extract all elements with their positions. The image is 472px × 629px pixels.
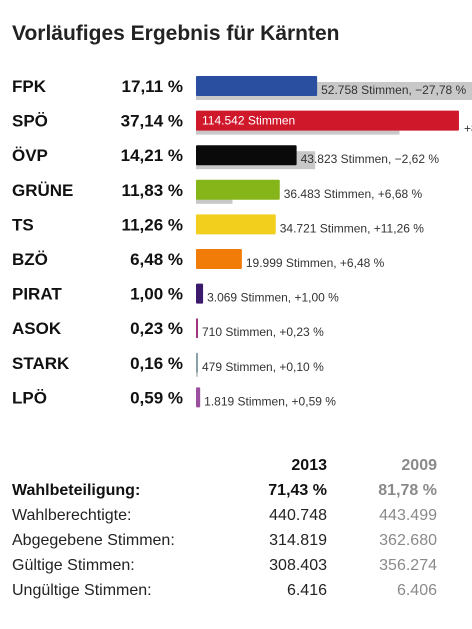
value-2013: 308.403 (269, 556, 327, 574)
stats-label: Wahlbeteiligung: (12, 481, 141, 499)
data-label: 710 Stimmen, +0,23 % (202, 325, 324, 339)
stats-label: Gültige Stimmen: (12, 556, 135, 574)
value-label: 11,26 % (122, 215, 183, 234)
category-label: TS (12, 215, 34, 234)
value-label: 6,48 % (130, 250, 183, 269)
bar-row: TS 11,26 % 34.721 Stimmen, +11,26 % (12, 214, 424, 235)
data-label: 43.823 Stimmen, −2,62 % (301, 152, 440, 166)
bar (196, 179, 280, 200)
bar-row: GRÜNE 11,83 % 36.483 Stimmen, +6,68 % (12, 179, 423, 204)
turnout-table: 2013 2009 Wahlbeteiligung: 71,43 % 81,78 %… (12, 453, 437, 603)
bar (196, 110, 459, 131)
value-2009: 356.274 (379, 556, 437, 574)
change-label: +8,40 % (464, 122, 472, 136)
bar-row: STARK 0,16 % 479 Stimmen, +0,10 % (12, 352, 324, 377)
data-label: 1.819 Stimmen, +0,59 % (204, 394, 336, 408)
value-2009: 81,78 % (378, 481, 437, 499)
bar-chart: FPK 17,11 % 52.758 Stimmen, −27,78 % SPÖ 37,… (12, 76, 472, 408)
category-label: SPÖ (12, 112, 48, 131)
category-label: LPÖ (12, 388, 47, 407)
bar (196, 318, 198, 339)
data-label: 34.721 Stimmen, +11,26 % (280, 221, 425, 235)
value-label: 17,11 % (122, 77, 183, 96)
bar-row: ASOK 0,23 % 710 Stimmen, +0,23 % (12, 318, 324, 339)
category-label: GRÜNE (12, 181, 73, 200)
category-label: PIRAT (12, 285, 62, 304)
stats-row: Gültige Stimmen: 308.403 356.274 (12, 553, 437, 578)
stats-label: Ungültige Stimmen: (12, 581, 152, 599)
value-2009: 6.406 (396, 581, 437, 599)
bar-row: LPÖ 0,59 % 1.819 Stimmen, +0,59 % (12, 387, 336, 408)
bar (196, 283, 204, 304)
value-label: 37,14 % (121, 112, 183, 131)
value-label: 14,21 % (121, 146, 183, 165)
bar-row: SPÖ 37,14 % 114.542 Stimmen +8,40 % (12, 110, 472, 136)
value-2013: 71,43 % (268, 481, 327, 499)
stats-label: Wahlberechtigte: (12, 506, 132, 524)
value-2013: 314.819 (269, 531, 327, 549)
bar-row: ÖVP 14,21 % 43.823 Stimmen, −2,62 % (12, 145, 440, 170)
category-label: FPK (12, 77, 47, 96)
value-2009: 443.499 (379, 506, 437, 524)
header-year-2009: 2009 (401, 456, 437, 474)
stats-row: Abgegebene Stimmen: 314.819 362.680 (12, 528, 437, 553)
category-label: BZÖ (12, 250, 48, 269)
header-year-2013: 2013 (291, 456, 327, 474)
data-label: 479 Stimmen, +0,10 % (202, 360, 324, 374)
value-2013: 6.416 (286, 581, 327, 599)
value-2009: 362.680 (379, 531, 437, 549)
bar (196, 145, 297, 166)
bar (196, 214, 276, 235)
value-2013: 440.748 (269, 506, 327, 524)
stats-row: Wahlberechtigte: 440.748 443.499 (12, 503, 437, 528)
table-header-row: 2013 2009 (12, 453, 437, 478)
bar-row: BZÖ 6,48 % 19.999 Stimmen, +6,48 % (12, 249, 385, 270)
bar-row: PIRAT 1,00 % 3.069 Stimmen, +1,00 % (12, 283, 339, 305)
value-label: 1,00 % (130, 285, 183, 304)
bar-row: FPK 17,11 % 52.758 Stimmen, −27,78 % (12, 76, 472, 100)
value-label: 0,59 % (130, 388, 183, 407)
value-label: 0,16 % (130, 354, 183, 373)
bar (196, 352, 198, 373)
category-label: ÖVP (12, 146, 48, 165)
chart-title: Vorläufiges Ergebnis für Kärnten (12, 22, 340, 45)
data-label: 3.069 Stimmen, +1,00 % (207, 291, 339, 305)
stats-label: Abgegebene Stimmen: (12, 531, 175, 549)
data-label: 19.999 Stimmen, +6,48 % (246, 256, 385, 270)
stats-row: Ungültige Stimmen: 6.416 6.406 (12, 578, 437, 603)
bar (196, 76, 318, 96)
bar (196, 249, 242, 269)
category-label: ASOK (12, 319, 62, 338)
data-label: 114.542 Stimmen (202, 114, 295, 128)
value-label: 0,23 % (130, 319, 183, 338)
data-label: 52.758 Stimmen, −27,78 % (321, 83, 466, 97)
value-label: 11,83 % (122, 181, 183, 200)
stats-row: Wahlbeteiligung: 71,43 % 81,78 % (12, 478, 437, 503)
category-label: STARK (12, 354, 70, 373)
header-empty (12, 453, 237, 478)
bar (196, 387, 201, 408)
data-label: 36.483 Stimmen, +6,68 % (284, 187, 423, 201)
